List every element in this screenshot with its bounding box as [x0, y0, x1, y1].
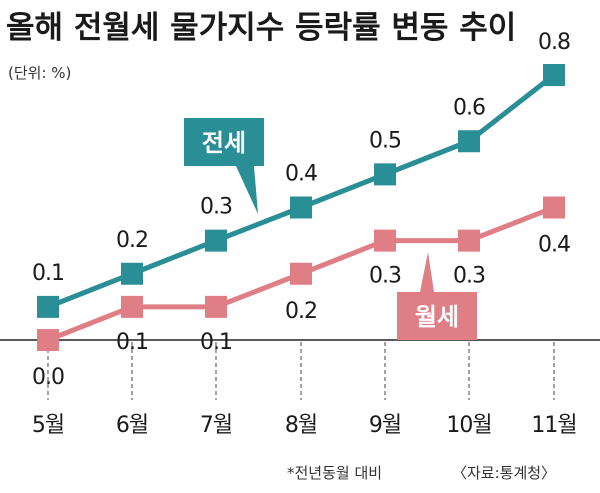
data-label: 0.8	[538, 30, 570, 55]
series-callout-box	[184, 118, 264, 166]
data-point-marker	[121, 295, 143, 318]
data-point-marker	[543, 196, 565, 219]
series-callout-label: 전세	[202, 129, 246, 157]
data-point-marker	[121, 262, 143, 285]
data-label: 0.3	[369, 264, 401, 289]
x-tick-label: 8월	[285, 413, 317, 438]
data-label: 0.2	[285, 299, 317, 324]
x-tick-label: 10월	[446, 413, 491, 438]
data-point-marker	[290, 196, 312, 219]
data-label: 0.4	[538, 233, 570, 258]
data-point-marker	[290, 262, 312, 285]
data-point-marker	[543, 64, 565, 86]
data-point-marker	[458, 229, 480, 252]
data-label: 0.1	[32, 261, 64, 286]
data-point-marker	[205, 229, 227, 252]
data-point-marker	[37, 295, 59, 318]
x-tick-label: 9월	[369, 413, 401, 438]
data-point-marker	[205, 295, 227, 318]
data-label: 0.3	[453, 264, 485, 289]
series-layer: 0.10.20.30.40.50.60.80.00.1 0.10.20.3 0.30…	[32, 30, 571, 390]
footnote: *전년동월 대비	[287, 464, 382, 482]
data-label: 0.2	[116, 228, 148, 253]
x-tick-label: 11월	[531, 413, 576, 438]
data-label: 0.0	[32, 365, 64, 390]
series-callout-box	[397, 292, 477, 340]
data-point-marker	[374, 163, 396, 186]
source-note: 〈자료:통계청〉	[452, 464, 556, 482]
data-point-marker	[37, 329, 59, 351]
data-label: 0.6	[453, 95, 485, 120]
unit-note: (단위: %)	[8, 64, 71, 82]
chart-title: 올해 전월세 물가지수 등락률 변동 추이	[6, 10, 516, 46]
callout-pointer	[236, 166, 258, 214]
x-tick-label: 6월	[116, 413, 148, 438]
data-point-marker	[458, 130, 480, 153]
data-label: 0.3	[200, 195, 232, 220]
data-label: 0.1	[200, 330, 232, 355]
series-callout-label: 월세	[415, 303, 459, 331]
callout-pointer	[420, 252, 434, 292]
x-tick-label: 5월	[32, 413, 64, 438]
x-tick-label: 7월	[200, 413, 232, 438]
series-jeonse: 0.1 0.2 0.3 0.4 0.5 0.6 0.8	[32, 30, 571, 318]
x-axis-ticks: 5월 6월 7월 8월 9월 10월 11월	[32, 413, 578, 438]
data-label: 0.1	[116, 330, 148, 355]
data-point-marker	[374, 229, 396, 252]
guide-lines	[47, 342, 555, 400]
series-wolse: 0.0 0.1 0.1 0.2 0.3 0.3 0.4	[32, 196, 571, 390]
data-label: 0.5	[369, 128, 401, 153]
data-label: 0.4	[285, 162, 317, 187]
